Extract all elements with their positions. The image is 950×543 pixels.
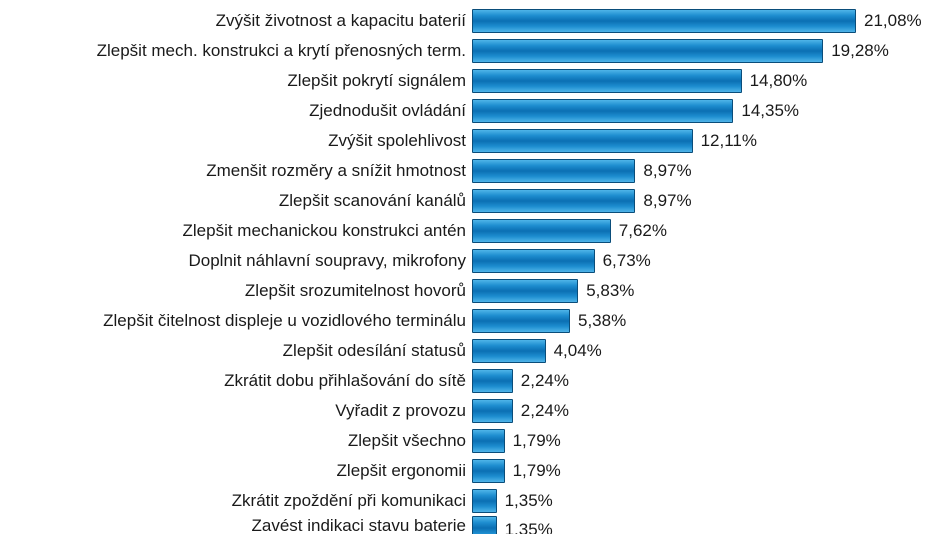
bar-area: 1,35% <box>472 516 950 534</box>
bar-area: 12,11% <box>472 126 950 156</box>
bar-row: Zlepšit scanování kanálů 8,97% <box>0 186 950 216</box>
bar <box>472 189 635 213</box>
bar <box>472 69 742 93</box>
bar-row: Zavést indikaci stavu baterie 1,35% <box>0 516 950 534</box>
bar-value: 19,28% <box>831 41 889 61</box>
bar-area: 5,83% <box>472 276 950 306</box>
bar-area: 1,79% <box>472 456 950 486</box>
bar-label: Zlepšit čitelnost displeje u vozidlového… <box>0 311 472 331</box>
bar-row: Vyřadit z provozu 2,24% <box>0 396 950 426</box>
bar-value: 4,04% <box>554 341 602 361</box>
bar <box>472 219 611 243</box>
bar-label: Zlepšit všechno <box>0 431 472 451</box>
bar <box>472 429 505 453</box>
bar <box>472 129 693 153</box>
bar-row: Zlepšit mechanickou konstrukci antén 7,62… <box>0 216 950 246</box>
bar-area: 2,24% <box>472 396 950 426</box>
bar-value: 2,24% <box>521 401 569 421</box>
bar <box>472 249 595 273</box>
bar-area: 6,73% <box>472 246 950 276</box>
bar-area: 1,35% <box>472 486 950 516</box>
bar-value: 14,80% <box>750 71 808 91</box>
bar-row: Zlepšit pokrytí signálem 14,80% <box>0 66 950 96</box>
bar-label: Zjednodušit ovládání <box>0 101 472 121</box>
bar-area: 14,80% <box>472 66 950 96</box>
bar-label: Zlepšit pokrytí signálem <box>0 71 472 91</box>
bar-label: Zmenšit rozměry a snížit hmotnost <box>0 161 472 181</box>
bar-value: 1,35% <box>505 491 553 511</box>
bar-row: Zlepšit všechno 1,79% <box>0 426 950 456</box>
bar-label: Zlepšit ergonomii <box>0 461 472 481</box>
bar-row: Zkrátit zpoždění při komunikaci 1,35% <box>0 486 950 516</box>
bar-value: 1,35% <box>505 516 553 534</box>
bar-row: Doplnit náhlavní soupravy, mikrofony 6,73… <box>0 246 950 276</box>
bar-row: Zjednodušit ovládání 14,35% <box>0 96 950 126</box>
bar-row: Zlepšit srozumitelnost hovorů 5,83% <box>0 276 950 306</box>
bar-row: Zvýšit životnost a kapacitu baterií 21,08… <box>0 6 950 36</box>
bar <box>472 309 570 333</box>
bar-value: 12,11% <box>701 131 757 151</box>
bar <box>472 339 546 363</box>
bar-area: 7,62% <box>472 216 950 246</box>
bar-row: Zlepšit odesílání statusů 4,04% <box>0 336 950 366</box>
bar <box>472 369 513 393</box>
bar-area: 14,35% <box>472 96 950 126</box>
bar-label: Zavést indikaci stavu baterie <box>0 516 472 534</box>
bar-value: 21,08% <box>864 11 922 31</box>
bar-area: 8,97% <box>472 186 950 216</box>
bar <box>472 159 635 183</box>
bar-area: 8,97% <box>472 156 950 186</box>
bar-area: 2,24% <box>472 366 950 396</box>
bar-value: 1,79% <box>513 461 561 481</box>
bar-value: 8,97% <box>643 161 691 181</box>
bar-value: 1,79% <box>513 431 561 451</box>
bar-label: Vyřadit z provozu <box>0 401 472 421</box>
bar-area: 1,79% <box>472 426 950 456</box>
bar-row: Zlepšit ergonomii 1,79% <box>0 456 950 486</box>
bar-label: Zkrátit dobu přihlašování do sítě <box>0 371 472 391</box>
bar-area: 4,04% <box>472 336 950 366</box>
bar-label: Doplnit náhlavní soupravy, mikrofony <box>0 251 472 271</box>
bar <box>472 39 823 63</box>
bar-label: Zlepšit odesílání statusů <box>0 341 472 361</box>
bar <box>472 9 856 33</box>
bar-area: 19,28% <box>472 36 950 66</box>
bar-value: 2,24% <box>521 371 569 391</box>
bar <box>472 516 497 534</box>
bar-value: 8,97% <box>643 191 691 211</box>
bar-area: 21,08% <box>472 6 950 36</box>
bar-row: Zmenšit rozměry a snížit hmotnost 8,97% <box>0 156 950 186</box>
bar-label: Zlepšit srozumitelnost hovorů <box>0 281 472 301</box>
bar-label: Zlepšit mechanickou konstrukci antén <box>0 221 472 241</box>
bar-label: Zvýšit spolehlivost <box>0 131 472 151</box>
bar-value: 5,38% <box>578 311 626 331</box>
bar-row: Zkrátit dobu přihlašování do sítě 2,24% <box>0 366 950 396</box>
bar-label: Zlepšit scanování kanálů <box>0 191 472 211</box>
bar-label: Zlepšit mech. konstrukci a krytí přenosn… <box>0 41 472 61</box>
bar-value: 6,73% <box>603 251 651 271</box>
bar <box>472 459 505 483</box>
bar-value: 14,35% <box>741 101 799 121</box>
bar <box>472 399 513 423</box>
bar-label: Zvýšit životnost a kapacitu baterií <box>0 11 472 31</box>
bar-area: 5,38% <box>472 306 950 336</box>
bar <box>472 279 578 303</box>
bar-label: Zkrátit zpoždění při komunikaci <box>0 491 472 511</box>
bar-row: Zlepšit mech. konstrukci a krytí přenosn… <box>0 36 950 66</box>
bar-row: Zlepšit čitelnost displeje u vozidlového… <box>0 306 950 336</box>
bar-value: 5,83% <box>586 281 634 301</box>
bar <box>472 489 497 513</box>
bar <box>472 99 733 123</box>
bar-value: 7,62% <box>619 221 667 241</box>
horizontal-bar-chart: Zvýšit životnost a kapacitu baterií 21,08… <box>0 0 950 543</box>
bar-row: Zvýšit spolehlivost 12,11% <box>0 126 950 156</box>
